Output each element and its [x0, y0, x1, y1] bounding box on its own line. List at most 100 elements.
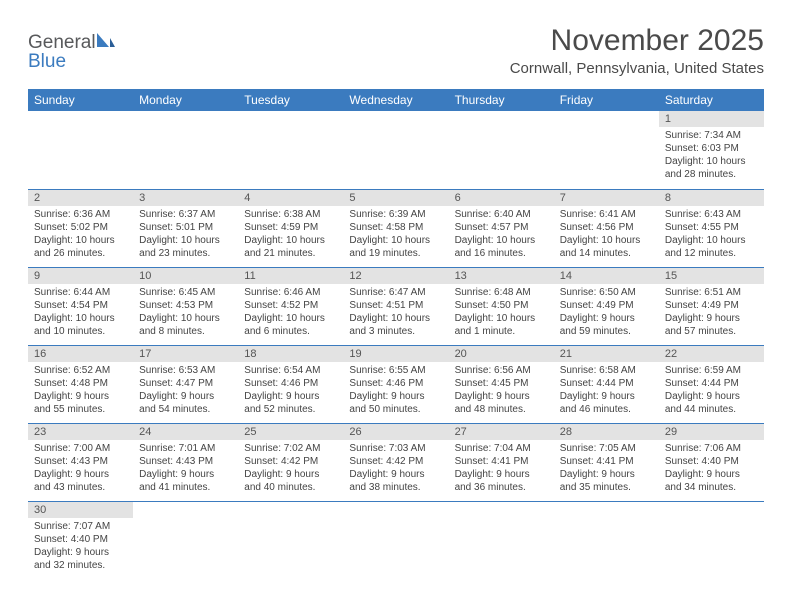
day-number: 9 [28, 268, 133, 284]
calendar-day-cell [133, 501, 238, 579]
day-number: 12 [343, 268, 448, 284]
sunrise-text: Sunrise: 6:50 AM [560, 286, 653, 299]
sunrise-text: Sunrise: 6:37 AM [139, 208, 232, 221]
daylight-text: Daylight: 10 hours and 3 minutes. [349, 312, 442, 338]
calendar-day-cell [449, 501, 554, 579]
daylight-text: Daylight: 10 hours and 10 minutes. [34, 312, 127, 338]
day-details: Sunrise: 6:39 AMSunset: 4:58 PMDaylight:… [343, 206, 448, 264]
sunset-text: Sunset: 4:46 PM [349, 377, 442, 390]
day-number: 27 [449, 424, 554, 440]
day-number: 26 [343, 424, 448, 440]
calendar-day-cell [449, 111, 554, 189]
daylight-text: Daylight: 9 hours and 46 minutes. [560, 390, 653, 416]
day-details: Sunrise: 7:00 AMSunset: 4:43 PMDaylight:… [28, 440, 133, 498]
brand-name: GeneralBlue [28, 32, 116, 71]
daylight-text: Daylight: 9 hours and 40 minutes. [244, 468, 337, 494]
sunrise-text: Sunrise: 6:59 AM [665, 364, 758, 377]
daylight-text: Daylight: 10 hours and 28 minutes. [665, 155, 758, 181]
day-number: 5 [343, 190, 448, 206]
sunrise-text: Sunrise: 6:54 AM [244, 364, 337, 377]
calendar-day-cell: 16Sunrise: 6:52 AMSunset: 4:48 PMDayligh… [28, 345, 133, 423]
day-details: Sunrise: 7:34 AMSunset: 6:03 PMDaylight:… [659, 127, 764, 185]
day-number: 4 [238, 190, 343, 206]
day-number: 25 [238, 424, 343, 440]
sunset-text: Sunset: 4:57 PM [455, 221, 548, 234]
day-details: Sunrise: 6:40 AMSunset: 4:57 PMDaylight:… [449, 206, 554, 264]
day-number: 3 [133, 190, 238, 206]
calendar-day-cell: 3Sunrise: 6:37 AMSunset: 5:01 PMDaylight… [133, 189, 238, 267]
calendar-day-cell: 30Sunrise: 7:07 AMSunset: 4:40 PMDayligh… [28, 501, 133, 579]
day-number: 30 [28, 502, 133, 518]
calendar-day-cell: 6Sunrise: 6:40 AMSunset: 4:57 PMDaylight… [449, 189, 554, 267]
calendar-day-cell: 13Sunrise: 6:48 AMSunset: 4:50 PMDayligh… [449, 267, 554, 345]
sunrise-text: Sunrise: 6:48 AM [455, 286, 548, 299]
day-details: Sunrise: 6:48 AMSunset: 4:50 PMDaylight:… [449, 284, 554, 342]
calendar-table: SundayMondayTuesdayWednesdayThursdayFrid… [28, 89, 764, 579]
sunrise-text: Sunrise: 7:03 AM [349, 442, 442, 455]
month-title: November 2025 [510, 24, 764, 58]
calendar-day-cell [554, 501, 659, 579]
day-details: Sunrise: 6:46 AMSunset: 4:52 PMDaylight:… [238, 284, 343, 342]
day-details: Sunrise: 6:43 AMSunset: 4:55 PMDaylight:… [659, 206, 764, 264]
calendar-day-cell: 18Sunrise: 6:54 AMSunset: 4:46 PMDayligh… [238, 345, 343, 423]
daylight-text: Daylight: 9 hours and 41 minutes. [139, 468, 232, 494]
calendar-day-cell [554, 111, 659, 189]
daylight-text: Daylight: 9 hours and 34 minutes. [665, 468, 758, 494]
weekday-header: Friday [554, 89, 659, 111]
weekday-header: Tuesday [238, 89, 343, 111]
calendar-day-cell: 28Sunrise: 7:05 AMSunset: 4:41 PMDayligh… [554, 423, 659, 501]
day-number: 13 [449, 268, 554, 284]
weekday-header: Wednesday [343, 89, 448, 111]
daylight-text: Daylight: 10 hours and 14 minutes. [560, 234, 653, 260]
day-number: 21 [554, 346, 659, 362]
sunrise-text: Sunrise: 7:00 AM [34, 442, 127, 455]
sunset-text: Sunset: 5:02 PM [34, 221, 127, 234]
day-number: 24 [133, 424, 238, 440]
day-details: Sunrise: 6:45 AMSunset: 4:53 PMDaylight:… [133, 284, 238, 342]
day-details: Sunrise: 7:04 AMSunset: 4:41 PMDaylight:… [449, 440, 554, 498]
title-block: November 2025 Cornwall, Pennsylvania, Un… [510, 24, 764, 81]
sunrise-text: Sunrise: 6:41 AM [560, 208, 653, 221]
calendar-day-cell: 24Sunrise: 7:01 AMSunset: 4:43 PMDayligh… [133, 423, 238, 501]
daylight-text: Daylight: 9 hours and 59 minutes. [560, 312, 653, 338]
sunrise-text: Sunrise: 6:45 AM [139, 286, 232, 299]
day-number: 11 [238, 268, 343, 284]
calendar-day-cell: 27Sunrise: 7:04 AMSunset: 4:41 PMDayligh… [449, 423, 554, 501]
calendar-week-row: 9Sunrise: 6:44 AMSunset: 4:54 PMDaylight… [28, 267, 764, 345]
day-details: Sunrise: 6:51 AMSunset: 4:49 PMDaylight:… [659, 284, 764, 342]
day-details: Sunrise: 6:58 AMSunset: 4:44 PMDaylight:… [554, 362, 659, 420]
calendar-day-cell: 12Sunrise: 6:47 AMSunset: 4:51 PMDayligh… [343, 267, 448, 345]
calendar-day-cell: 20Sunrise: 6:56 AMSunset: 4:45 PMDayligh… [449, 345, 554, 423]
calendar-body: 1Sunrise: 7:34 AMSunset: 6:03 PMDaylight… [28, 111, 764, 579]
daylight-text: Daylight: 9 hours and 48 minutes. [455, 390, 548, 416]
sunrise-text: Sunrise: 7:07 AM [34, 520, 127, 533]
calendar-day-cell: 8Sunrise: 6:43 AMSunset: 4:55 PMDaylight… [659, 189, 764, 267]
sunset-text: Sunset: 4:51 PM [349, 299, 442, 312]
calendar-day-cell: 11Sunrise: 6:46 AMSunset: 4:52 PMDayligh… [238, 267, 343, 345]
weekday-header: Sunday [28, 89, 133, 111]
brand-logo: GeneralBlue [28, 32, 116, 71]
brand-name-part2: Blue [28, 51, 66, 72]
day-details: Sunrise: 7:03 AMSunset: 4:42 PMDaylight:… [343, 440, 448, 498]
day-number: 23 [28, 424, 133, 440]
calendar-day-cell [238, 111, 343, 189]
brand-name-part1: General [28, 32, 96, 53]
calendar-day-cell: 22Sunrise: 6:59 AMSunset: 4:44 PMDayligh… [659, 345, 764, 423]
day-details: Sunrise: 7:06 AMSunset: 4:40 PMDaylight:… [659, 440, 764, 498]
calendar-week-row: 30Sunrise: 7:07 AMSunset: 4:40 PMDayligh… [28, 501, 764, 579]
sunrise-text: Sunrise: 6:43 AM [665, 208, 758, 221]
day-details: Sunrise: 6:36 AMSunset: 5:02 PMDaylight:… [28, 206, 133, 264]
sunset-text: Sunset: 4:49 PM [665, 299, 758, 312]
day-number: 14 [554, 268, 659, 284]
day-details: Sunrise: 6:53 AMSunset: 4:47 PMDaylight:… [133, 362, 238, 420]
day-details: Sunrise: 7:05 AMSunset: 4:41 PMDaylight:… [554, 440, 659, 498]
sunset-text: Sunset: 4:42 PM [349, 455, 442, 468]
sunset-text: Sunset: 4:40 PM [665, 455, 758, 468]
sunrise-text: Sunrise: 7:05 AM [560, 442, 653, 455]
calendar-day-cell: 19Sunrise: 6:55 AMSunset: 4:46 PMDayligh… [343, 345, 448, 423]
calendar-day-cell: 7Sunrise: 6:41 AMSunset: 4:56 PMDaylight… [554, 189, 659, 267]
calendar-day-cell: 15Sunrise: 6:51 AMSunset: 4:49 PMDayligh… [659, 267, 764, 345]
calendar-day-cell: 26Sunrise: 7:03 AMSunset: 4:42 PMDayligh… [343, 423, 448, 501]
day-number: 16 [28, 346, 133, 362]
daylight-text: Daylight: 10 hours and 19 minutes. [349, 234, 442, 260]
